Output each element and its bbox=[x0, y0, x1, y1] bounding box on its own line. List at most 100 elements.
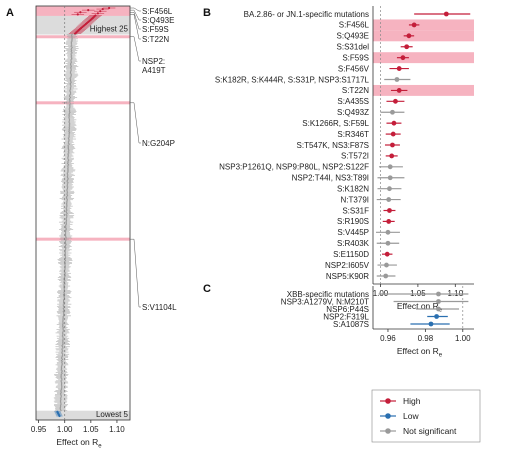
data-point bbox=[69, 72, 72, 74]
data-point bbox=[61, 362, 63, 364]
data-point bbox=[65, 227, 67, 230]
data-point bbox=[68, 120, 71, 122]
data-point bbox=[387, 186, 392, 192]
data-point bbox=[64, 260, 66, 263]
data-point bbox=[65, 221, 67, 223]
data-point bbox=[87, 9, 90, 12]
data-point bbox=[69, 105, 71, 107]
data-point bbox=[60, 393, 62, 396]
data-point bbox=[70, 62, 72, 65]
data-point bbox=[65, 217, 68, 219]
data-point bbox=[436, 291, 441, 297]
legend-item-not-significant: Not significant bbox=[380, 426, 457, 436]
data-point bbox=[62, 339, 64, 342]
data-point bbox=[62, 326, 64, 329]
data-point bbox=[67, 153, 69, 155]
label-leader-line bbox=[130, 9, 141, 21]
data-point bbox=[60, 378, 63, 380]
data-point bbox=[69, 78, 72, 81]
data-point bbox=[64, 240, 67, 242]
x-axis-title-subscript: e bbox=[98, 444, 102, 450]
data-point bbox=[68, 108, 70, 110]
data-point bbox=[70, 68, 72, 70]
data-point bbox=[65, 239, 67, 241]
row-label: XBB-specific mutations bbox=[287, 290, 369, 299]
data-point bbox=[60, 391, 62, 394]
data-point bbox=[67, 182, 69, 184]
data-point bbox=[66, 176, 69, 179]
row-label: NSP6:P44S bbox=[326, 305, 369, 314]
data-point bbox=[62, 304, 64, 306]
data-point bbox=[60, 381, 63, 383]
data-point bbox=[63, 288, 65, 290]
data-point bbox=[68, 143, 70, 146]
x-tick-label: 1.00 bbox=[455, 334, 471, 343]
data-point bbox=[70, 43, 73, 45]
data-point bbox=[62, 319, 64, 321]
data-point bbox=[61, 344, 63, 347]
data-point bbox=[68, 122, 71, 124]
data-point bbox=[68, 133, 70, 135]
legend-label-ns: Not significant bbox=[403, 426, 457, 436]
legend-dot-low bbox=[385, 413, 391, 419]
legend-item-high: High bbox=[380, 396, 421, 406]
data-point bbox=[66, 185, 68, 187]
data-point bbox=[436, 306, 441, 312]
data-point bbox=[70, 45, 72, 48]
legend: High Low Not significant bbox=[371, 389, 481, 443]
data-point bbox=[68, 98, 71, 101]
mutation-label-line: A419T bbox=[142, 66, 166, 75]
data-point bbox=[70, 54, 72, 56]
data-point bbox=[60, 402, 62, 404]
data-point bbox=[61, 356, 63, 359]
data-point bbox=[62, 325, 64, 328]
data-point bbox=[390, 109, 395, 115]
data-point bbox=[66, 206, 68, 208]
data-point bbox=[68, 113, 70, 116]
data-point bbox=[406, 33, 412, 39]
data-point bbox=[62, 338, 64, 341]
data-point bbox=[384, 262, 389, 268]
data-point bbox=[61, 335, 64, 337]
data-point bbox=[63, 276, 66, 279]
data-point bbox=[68, 131, 71, 134]
data-point bbox=[65, 220, 68, 222]
data-point bbox=[69, 107, 71, 109]
data-point bbox=[63, 291, 65, 294]
data-point bbox=[67, 160, 69, 163]
row-label: S:F456L bbox=[339, 21, 370, 30]
data-point bbox=[69, 96, 72, 99]
row-label: S:F59S bbox=[342, 53, 369, 62]
data-point bbox=[71, 36, 73, 38]
data-point bbox=[383, 273, 389, 279]
data-point bbox=[70, 81, 72, 84]
data-point bbox=[60, 380, 62, 382]
data-point bbox=[62, 307, 65, 310]
x-tick-label: 1.10 bbox=[109, 425, 125, 434]
data-point bbox=[70, 64, 72, 67]
highlight-row bbox=[36, 237, 130, 241]
data-point bbox=[62, 347, 64, 349]
row-label: NSP2:T44I, NS3:T89I bbox=[292, 174, 369, 183]
data-point bbox=[385, 229, 391, 235]
data-point bbox=[65, 210, 67, 213]
mutation-label-line: N:G204P bbox=[142, 139, 175, 148]
data-point bbox=[60, 376, 62, 379]
data-point bbox=[63, 284, 65, 286]
x-axis-title-text: Effect on R bbox=[397, 346, 439, 356]
data-point bbox=[70, 61, 73, 64]
data-point bbox=[70, 56, 72, 58]
data-point bbox=[68, 136, 70, 138]
data-point bbox=[62, 293, 65, 296]
data-point bbox=[61, 363, 64, 365]
data-point bbox=[69, 92, 72, 94]
data-point bbox=[385, 240, 391, 246]
label-leader-line bbox=[130, 14, 141, 40]
data-point bbox=[68, 106, 71, 108]
data-point bbox=[70, 66, 72, 69]
data-point bbox=[61, 365, 63, 367]
data-point bbox=[68, 95, 71, 98]
data-point bbox=[65, 228, 67, 231]
data-point bbox=[70, 69, 72, 71]
